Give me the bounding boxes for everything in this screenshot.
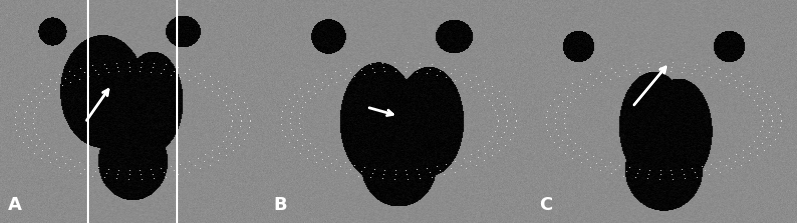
Text: C: C [540, 196, 552, 214]
Text: A: A [8, 196, 22, 214]
Text: B: B [273, 196, 287, 214]
